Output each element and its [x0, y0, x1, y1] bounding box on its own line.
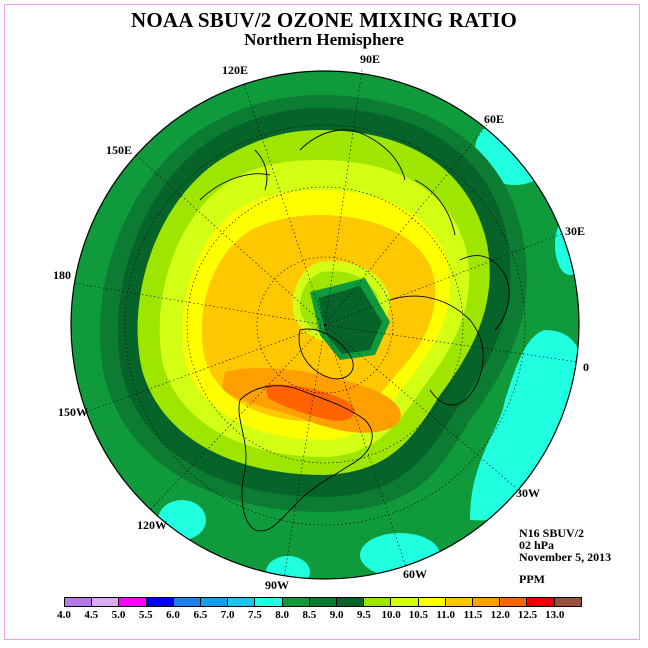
colorbar-tick-label: 9.0 — [329, 609, 344, 621]
colorbar-tick-label: 7.5 — [247, 609, 262, 621]
map-title: NOAA SBUV/2 OZONE MIXING RATIO — [131, 8, 517, 32]
colorbar-tick-label: 7.0 — [220, 609, 235, 621]
colorbar-segment — [282, 598, 310, 606]
colorbar-segment — [554, 598, 581, 606]
colorbar-segment — [228, 598, 256, 606]
date-label: November 5, 2013 — [519, 550, 612, 564]
colorbar-segment — [173, 598, 202, 606]
map-subtitle: Northern Hemisphere — [244, 30, 404, 49]
contour-9-0-center — [318, 286, 382, 354]
colorbar-ticks: 4.0 4.5 5.0 5.5 6.0 6.5 7.0 7.5 8.0 8.5 9.0 9.5 10.0… — [0, 609, 648, 623]
colorbar-tick-label: 5.5 — [138, 609, 153, 621]
colorbar-segment — [119, 598, 147, 606]
colorbar-segment — [527, 598, 555, 606]
colorbar — [64, 597, 582, 607]
lon-label-180: 180 — [53, 268, 71, 282]
colorbar-segment — [364, 598, 392, 606]
contour-12-0 — [265, 384, 355, 421]
contour-7-5-patch — [266, 556, 310, 579]
lon-label-0: 0 — [583, 360, 589, 374]
colorbar-segment — [418, 598, 446, 606]
colorbar-tick-label: 11.0 — [436, 609, 455, 621]
lon-label-30w: 30W — [516, 486, 540, 500]
lon-label-150e: 150E — [106, 143, 133, 157]
colorbar-segment — [65, 598, 93, 606]
colorbar-tick-label: 4.5 — [84, 609, 99, 621]
colorbar-segment — [255, 598, 283, 606]
colorbar-segment — [391, 598, 419, 606]
colorbar-tick-label: 9.5 — [357, 609, 371, 621]
colorbar-tick-label: 5.0 — [111, 609, 126, 621]
lon-label-90e: 90E — [360, 52, 381, 66]
colorbar-tick-label: 10.0 — [381, 609, 401, 621]
colorbar-tick-label: 12.0 — [490, 609, 510, 621]
pressure-level-label: 02 hPa — [519, 538, 555, 552]
colorbar-tick-label: 10.5 — [408, 609, 429, 621]
colorbar-segment — [337, 598, 365, 606]
colorbar-segment — [201, 598, 229, 606]
colorbar-segment — [146, 598, 174, 606]
contour-7-5-patch — [360, 533, 440, 577]
colorbar-tick-label: 6.5 — [193, 609, 208, 621]
lon-label-90w: 90W — [265, 578, 289, 592]
colorbar-tick-label: 6.0 — [166, 609, 180, 621]
colorbar-segment — [92, 598, 120, 606]
satellite-label: N16 SBUV/2 — [519, 526, 585, 540]
colorbar-tick-label: 8.0 — [275, 609, 289, 621]
lon-label-60e: 60E — [484, 112, 505, 126]
coastlines — [199, 129, 510, 532]
colorbar-segment — [500, 598, 528, 606]
graticule — [72, 69, 579, 579]
lon-label-120w: 120W — [137, 518, 167, 532]
colorbar-tick-label: 4.0 — [57, 609, 71, 621]
colorbar-segment — [473, 598, 501, 606]
info-block: N16 SBUV/2 02 hPa November 5, 2013 PPM — [519, 527, 611, 585]
colorbar-tick-label: 13.0 — [545, 609, 565, 621]
colorbar-segment — [445, 598, 474, 606]
lon-label-120e: 120E — [222, 63, 249, 77]
map-boundary — [70, 70, 580, 580]
units-label: PPM — [519, 572, 545, 586]
lon-label-30e: 30E — [565, 224, 586, 238]
figure-frame — [4, 4, 640, 640]
colorbar-segment — [309, 598, 338, 606]
colorbar-tick-label: 8.5 — [302, 609, 317, 621]
lon-label-60w: 60W — [403, 567, 427, 581]
colorbar-tick-label: 11.5 — [463, 609, 483, 621]
lon-label-150w: 150W — [58, 405, 88, 419]
colorbar-tick-label: 12.5 — [517, 609, 538, 621]
